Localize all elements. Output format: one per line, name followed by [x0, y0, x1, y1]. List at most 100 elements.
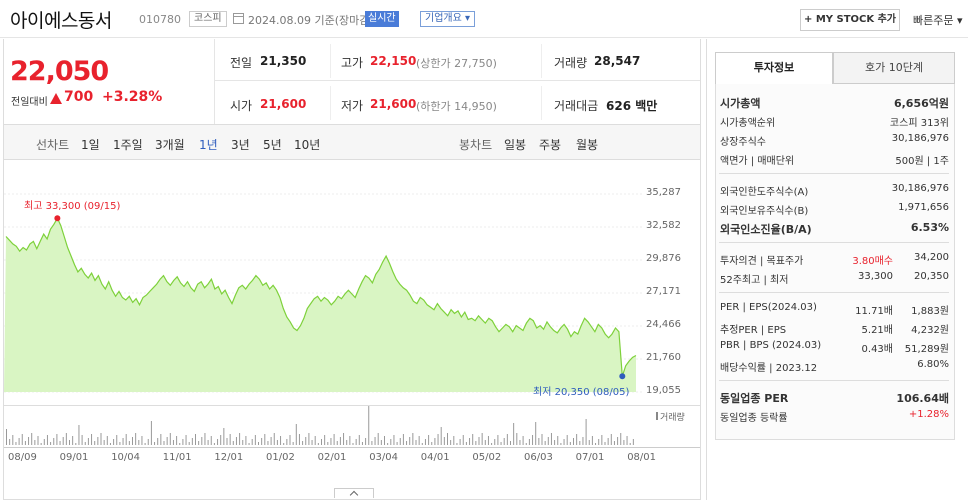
info-value-primary: 3.80매수	[852, 256, 893, 267]
tab-10y[interactable]: 10년	[294, 138, 321, 152]
info-value-primary: 33,300	[858, 271, 893, 282]
volume-bar	[607, 438, 609, 445]
volume-bar	[374, 437, 376, 445]
volume-bar	[478, 437, 480, 445]
volume-bar	[141, 436, 143, 445]
volume-bar	[87, 438, 89, 445]
volume-bar	[305, 437, 307, 445]
volume-bar	[198, 441, 200, 445]
info-row: 추정PER | EPS 5.21배 4,232원	[720, 321, 949, 337]
volume-bar	[368, 406, 370, 445]
volume-bar	[465, 442, 467, 445]
volume-bar	[37, 436, 39, 445]
volume-bar	[258, 442, 259, 445]
volume-bar	[440, 427, 442, 445]
tab-invest-info[interactable]: 투자정보	[715, 52, 833, 84]
collapse-button[interactable]	[334, 488, 374, 498]
tab-orderbook[interactable]: 호가 10단계	[833, 52, 955, 84]
info-row: 52주최고 | 최저 33,300 20,350	[720, 271, 949, 287]
prev-close-value: 21,350	[260, 54, 307, 68]
volume-bar	[31, 433, 33, 445]
volume-bar	[475, 441, 477, 445]
divider	[330, 44, 331, 78]
x-tick-label: 12/01	[214, 452, 244, 463]
volume-bar	[78, 425, 80, 445]
chevron-down-icon: ▾	[956, 14, 963, 27]
info-value-primary: 5.21배	[861, 325, 893, 336]
volume-bar	[128, 441, 130, 445]
info-value: 1,971,656	[898, 202, 949, 213]
info-label: 외국인한도주식수(A)	[720, 187, 809, 198]
volume-bar	[601, 435, 603, 445]
volume-bar	[447, 433, 448, 445]
volume-bar	[459, 439, 461, 445]
volume-bar	[500, 442, 502, 445]
volume-bar	[84, 442, 86, 445]
volume-bar	[550, 433, 552, 445]
high-annotation: 최고 33,300 (09/15)	[24, 201, 121, 212]
volume-bar	[576, 434, 578, 445]
info-value: 6.80%	[917, 359, 949, 370]
invest-info-panel	[706, 39, 968, 500]
divider	[541, 44, 542, 78]
info-value: 500원 | 1주	[895, 156, 949, 167]
volume-bar	[377, 433, 379, 445]
x-tick-label: 09/01	[59, 452, 89, 463]
tab-1y[interactable]: 1년	[199, 138, 218, 152]
volume-bar	[56, 434, 58, 445]
volume-bar	[494, 439, 496, 445]
tab-monthly[interactable]: 월봉	[576, 138, 599, 152]
info-row: 외국인보유주식수(B) 1,971,656	[720, 202, 949, 218]
price-area-chart[interactable]	[4, 178, 700, 408]
volume-bar	[557, 436, 559, 445]
divider	[215, 80, 700, 81]
info-label: 동일업종 등락률	[720, 413, 788, 424]
tab-5y[interactable]: 5년	[263, 138, 282, 152]
volume-bar	[519, 440, 521, 445]
info-row: 투자의견 | 목표주가 3.80매수 34,200	[720, 252, 949, 268]
realtime-badge[interactable]: 실시간	[365, 11, 399, 27]
volume-bar	[18, 438, 20, 445]
volume-bar	[469, 438, 471, 445]
corp-info-label: 기업개요	[425, 13, 462, 24]
quick-order-button[interactable]: 빠른주문 ▾	[913, 12, 963, 28]
info-value: 4,232원	[911, 325, 949, 336]
volume-bar	[598, 439, 600, 445]
volume-bar	[579, 441, 581, 445]
y-tick-label: 32,582	[646, 220, 681, 231]
volume-label: 거래량	[554, 56, 588, 70]
info-label: 추정PER | EPS	[720, 325, 787, 336]
tab-weekly[interactable]: 주봉	[539, 138, 562, 152]
volume-bar	[157, 438, 159, 445]
volume-bar	[201, 437, 203, 445]
corp-info-dropdown[interactable]: 기업개요 ▾	[420, 11, 476, 27]
open-label: 시가	[230, 99, 253, 113]
volume-bar	[245, 436, 247, 445]
volume-bar	[443, 437, 445, 445]
info-row: PER | EPS(2024.03) 11.71배 1,883원	[720, 302, 949, 318]
volume-bar	[484, 440, 486, 445]
volume-bar	[179, 443, 181, 445]
volume-bar	[163, 441, 165, 445]
volume-bar	[538, 438, 540, 445]
tab-1w[interactable]: 1주일	[113, 138, 143, 152]
volume-bar	[261, 438, 263, 445]
volume-bar	[358, 435, 360, 445]
high-value: 22,150	[370, 54, 417, 68]
market-badge: 코스피	[189, 11, 227, 27]
volume-bar	[617, 437, 619, 445]
info-label: 동일업종 PER	[720, 392, 789, 405]
y-tick-label: 27,171	[646, 286, 681, 297]
open-value: 21,600	[260, 97, 307, 111]
x-tick-label: 03/04	[369, 452, 399, 463]
lower-limit: (하한가 14,950)	[416, 100, 497, 113]
volume-bar	[106, 436, 108, 445]
volume-bar	[119, 442, 121, 445]
tab-3y[interactable]: 3년	[231, 138, 250, 152]
volume-bar	[585, 419, 587, 445]
tab-3m[interactable]: 3개월	[155, 138, 185, 152]
volume-bar	[103, 440, 105, 445]
add-mystock-button[interactable]: + MY STOCK 추가	[800, 9, 900, 31]
tab-1d[interactable]: 1일	[81, 138, 100, 152]
tab-daily[interactable]: 일봉	[504, 138, 527, 152]
